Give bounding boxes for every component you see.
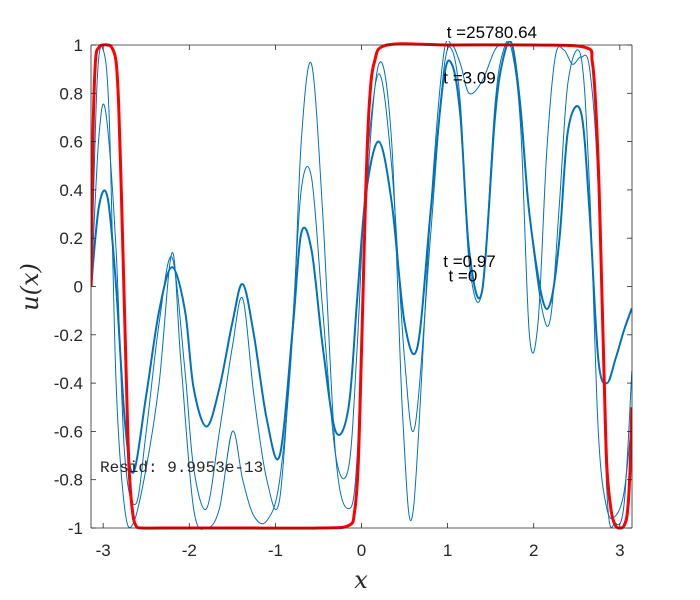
resid-label: Resid: 9.9953e-13 — [100, 459, 263, 477]
time-annotation-3: t =0 — [448, 267, 477, 286]
y-tick-label-8: 0.6 — [59, 133, 83, 152]
y-tick-label-0: -1 — [68, 519, 83, 538]
time-annotation-1: t =3.09 — [443, 69, 495, 88]
series-line-3 — [91, 42, 632, 530]
x-axis-label: x — [354, 566, 368, 594]
x-tick-label-5: 2 — [529, 541, 538, 560]
y-tick-label-4: -0.2 — [54, 326, 83, 345]
x-tick-label-6: 3 — [615, 541, 624, 560]
series-line-2 — [91, 41, 632, 530]
y-tick-label-10: 1 — [74, 36, 83, 55]
x-tick-label-3: 0 — [357, 541, 366, 560]
time-annotation-2: t =0.97 — [443, 252, 495, 271]
y-tick-label-1: -0.8 — [54, 471, 83, 490]
plot-area — [91, 45, 632, 528]
y-tick-label-2: -0.6 — [54, 422, 83, 441]
annotations-layer: t =25780.64 t =3.09 t =0.97t =0 — [443, 23, 537, 286]
x-tick-label-1: -2 — [182, 541, 197, 560]
x-tick-label-0: -3 — [96, 541, 111, 560]
y-tick-label-3: -0.4 — [54, 374, 83, 393]
x-tick-label-2: -1 — [268, 541, 283, 560]
y-tick-label-6: 0.2 — [59, 229, 83, 248]
time-annotation-0: t =25780.64 — [447, 23, 537, 42]
series-layer — [91, 41, 632, 530]
ticks-layer: -3 -2 -1 0 1 2 3 -1 -0.8 -0.6 -0.4 -0.2 0 0.2 0.4 0.6 0.… — [54, 36, 632, 560]
y-tick-label-9: 0.8 — [59, 84, 83, 103]
y-tick-label-5: 0 — [74, 278, 83, 297]
y-axis-label: u(x) — [16, 263, 44, 311]
y-tick-label-7: 0.4 — [59, 181, 83, 200]
x-tick-label-4: 1 — [443, 541, 452, 560]
